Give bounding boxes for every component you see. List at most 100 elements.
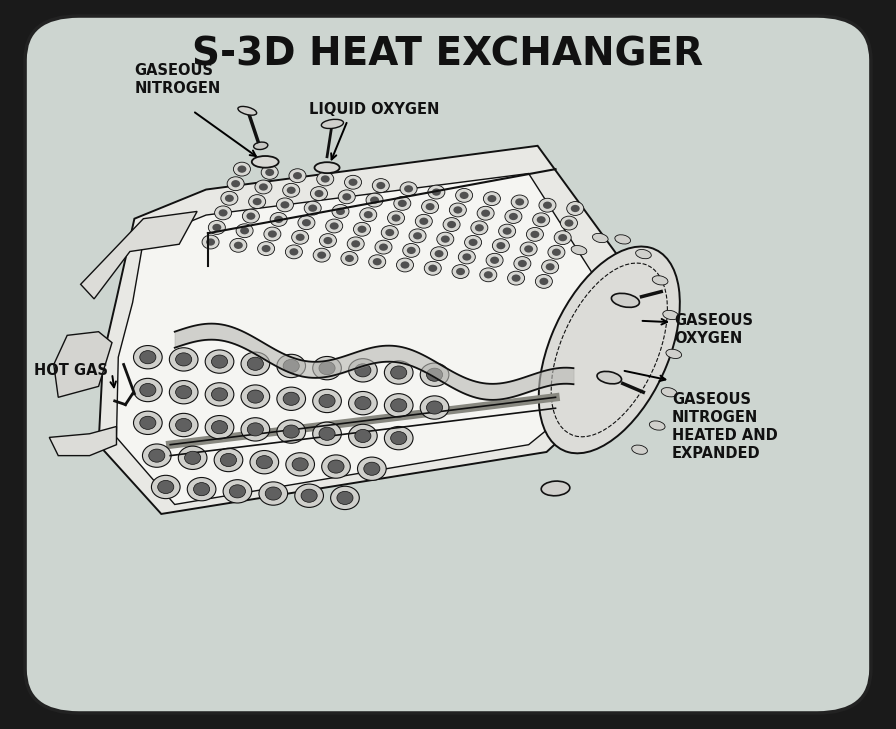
Circle shape — [283, 425, 299, 438]
Circle shape — [530, 230, 539, 238]
Circle shape — [277, 387, 306, 410]
Ellipse shape — [632, 445, 648, 454]
Circle shape — [428, 265, 437, 272]
Circle shape — [475, 225, 484, 232]
Circle shape — [498, 225, 516, 238]
Circle shape — [242, 209, 260, 223]
Circle shape — [134, 346, 162, 369]
Circle shape — [426, 368, 443, 381]
Circle shape — [330, 222, 339, 230]
Circle shape — [271, 213, 287, 226]
Circle shape — [430, 246, 448, 261]
Circle shape — [277, 420, 306, 443]
Polygon shape — [81, 211, 197, 299]
Circle shape — [382, 226, 398, 239]
Circle shape — [505, 210, 521, 224]
Circle shape — [391, 432, 407, 445]
Circle shape — [375, 241, 392, 254]
Circle shape — [564, 219, 573, 227]
Circle shape — [317, 172, 334, 186]
Circle shape — [373, 179, 390, 192]
Circle shape — [211, 355, 228, 368]
Circle shape — [176, 386, 192, 399]
Circle shape — [532, 213, 550, 227]
Text: GASEOUS
OXYGEN: GASEOUS OXYGEN — [674, 313, 753, 346]
Circle shape — [478, 206, 495, 220]
Circle shape — [247, 357, 263, 370]
Text: S-3D HEAT EXCHANGER: S-3D HEAT EXCHANGER — [193, 36, 703, 74]
Circle shape — [481, 210, 490, 217]
Circle shape — [265, 169, 274, 176]
Circle shape — [384, 426, 413, 450]
Circle shape — [326, 219, 342, 233]
Circle shape — [241, 418, 270, 441]
Circle shape — [447, 221, 456, 228]
Circle shape — [420, 363, 449, 386]
Circle shape — [314, 248, 331, 262]
Circle shape — [471, 221, 488, 235]
Circle shape — [185, 451, 201, 464]
Circle shape — [258, 242, 274, 256]
Circle shape — [319, 362, 335, 375]
Ellipse shape — [254, 142, 268, 149]
Circle shape — [310, 187, 328, 200]
Circle shape — [169, 348, 198, 371]
Circle shape — [490, 257, 499, 264]
Circle shape — [263, 227, 281, 241]
Ellipse shape — [666, 349, 682, 359]
Ellipse shape — [314, 163, 340, 173]
Circle shape — [293, 172, 302, 179]
Circle shape — [403, 243, 419, 257]
Circle shape — [319, 427, 335, 440]
Circle shape — [373, 258, 382, 265]
Circle shape — [246, 213, 255, 219]
Circle shape — [178, 446, 207, 469]
Circle shape — [349, 391, 377, 415]
Circle shape — [250, 451, 279, 474]
Circle shape — [295, 484, 323, 507]
Circle shape — [211, 421, 228, 434]
Circle shape — [555, 231, 572, 245]
Circle shape — [262, 245, 271, 252]
Circle shape — [140, 351, 156, 364]
Circle shape — [419, 218, 428, 225]
Circle shape — [140, 416, 156, 429]
Circle shape — [237, 165, 246, 173]
Circle shape — [566, 202, 584, 216]
Circle shape — [366, 193, 383, 207]
Circle shape — [536, 274, 552, 288]
Circle shape — [259, 183, 268, 190]
Circle shape — [339, 190, 356, 204]
Circle shape — [452, 265, 470, 278]
Circle shape — [313, 389, 341, 413]
Circle shape — [518, 260, 527, 267]
Circle shape — [355, 364, 371, 377]
Circle shape — [240, 227, 249, 234]
Circle shape — [134, 378, 162, 402]
Circle shape — [459, 250, 476, 264]
Polygon shape — [49, 426, 116, 456]
Circle shape — [558, 234, 567, 241]
Circle shape — [169, 413, 198, 437]
Circle shape — [355, 397, 371, 410]
Circle shape — [283, 359, 299, 373]
Circle shape — [194, 483, 210, 496]
Circle shape — [507, 271, 524, 285]
Circle shape — [524, 245, 533, 252]
Circle shape — [514, 257, 531, 270]
Circle shape — [437, 232, 454, 246]
Circle shape — [370, 197, 379, 204]
Circle shape — [211, 388, 228, 401]
Circle shape — [349, 359, 377, 382]
Circle shape — [247, 423, 263, 436]
Circle shape — [233, 163, 251, 176]
Circle shape — [229, 238, 247, 252]
Circle shape — [314, 190, 323, 197]
Circle shape — [441, 235, 450, 243]
Circle shape — [274, 216, 283, 223]
Circle shape — [205, 416, 234, 439]
Polygon shape — [116, 174, 609, 504]
Circle shape — [345, 255, 354, 262]
Circle shape — [547, 245, 565, 259]
Circle shape — [328, 460, 344, 473]
